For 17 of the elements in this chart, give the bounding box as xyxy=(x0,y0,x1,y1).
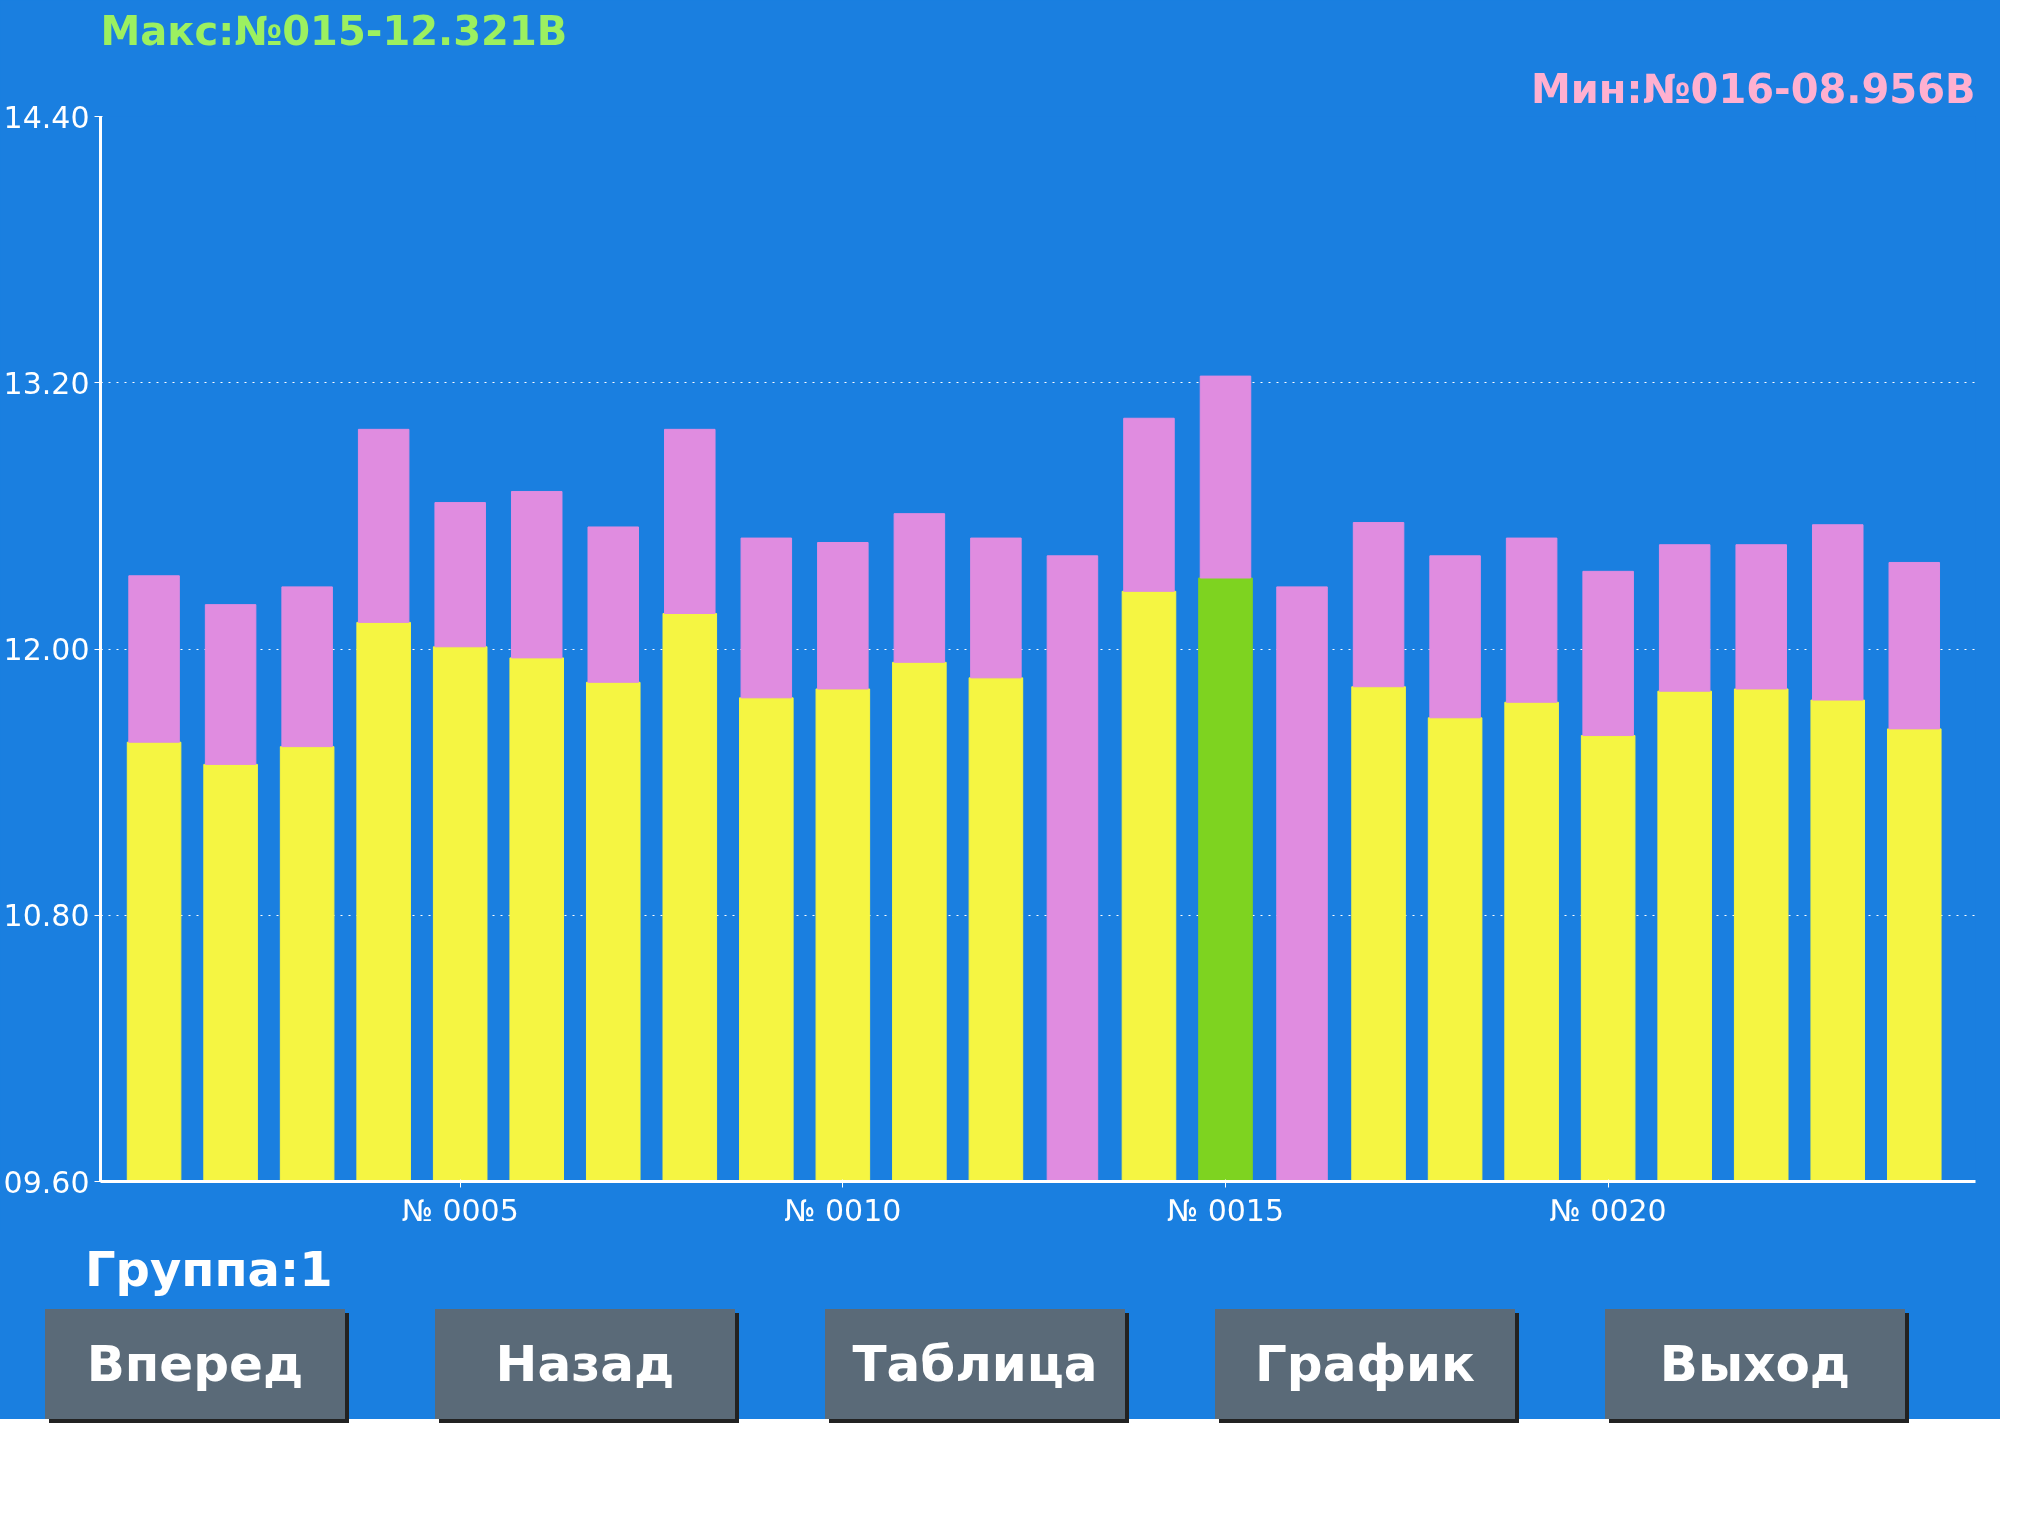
text: Таблица xyxy=(852,1333,1098,1395)
y-tick-label: 14.40 xyxy=(3,99,90,135)
x-tick-label: № 0020 xyxy=(1549,1192,1667,1228)
text: Вперед xyxy=(86,1333,304,1395)
text: Назад xyxy=(495,1333,675,1395)
y-tick-label: 10.80 xyxy=(3,898,90,934)
y-tick-label: 12.00 xyxy=(3,632,90,667)
text: Выход xyxy=(1659,1333,1851,1395)
x-tick-label: № 0010 xyxy=(784,1192,902,1228)
text: График xyxy=(1255,1333,1475,1395)
x-tick-label: № 0005 xyxy=(401,1192,519,1228)
y-tick-label: 09.60 xyxy=(3,1164,90,1200)
chart-subtitle: Мин:№016-08.956В xyxy=(1530,65,1976,112)
x-tick-label: № 0015 xyxy=(1166,1192,1285,1228)
text: Группа:1 xyxy=(85,1240,333,1299)
y-tick-label: 13.20 xyxy=(3,365,90,401)
chart-title: Макс:№015-12.321В xyxy=(100,7,568,54)
